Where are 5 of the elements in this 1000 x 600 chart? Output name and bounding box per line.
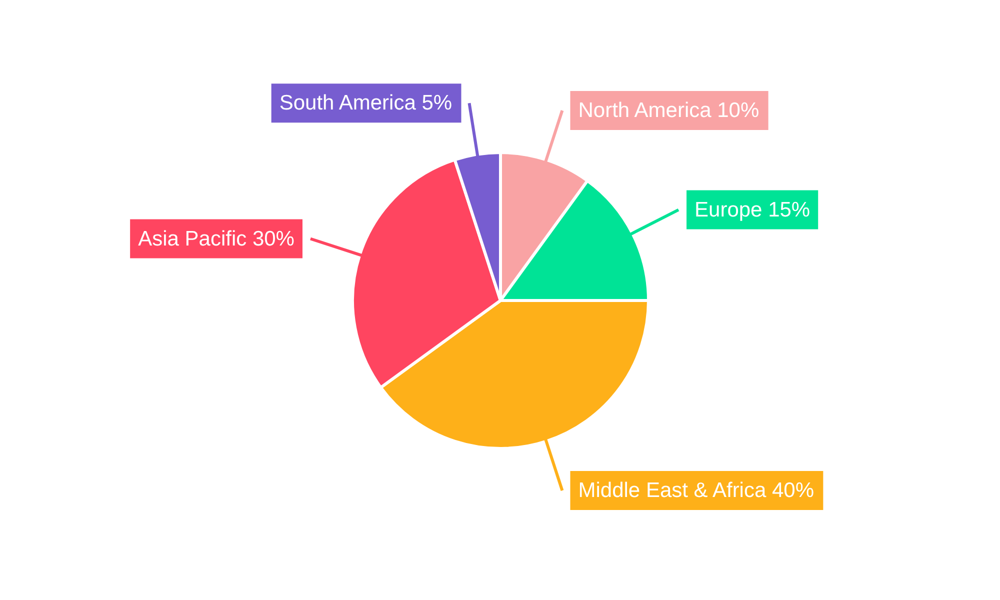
slice-label: Asia Pacific 30% bbox=[138, 227, 294, 250]
slice-label: Europe 15% bbox=[694, 198, 810, 222]
slice-label: North America 10% bbox=[578, 98, 760, 122]
slice-label: South America 5% bbox=[279, 92, 452, 115]
slice-label: Middle East & Africa 40% bbox=[578, 479, 814, 502]
